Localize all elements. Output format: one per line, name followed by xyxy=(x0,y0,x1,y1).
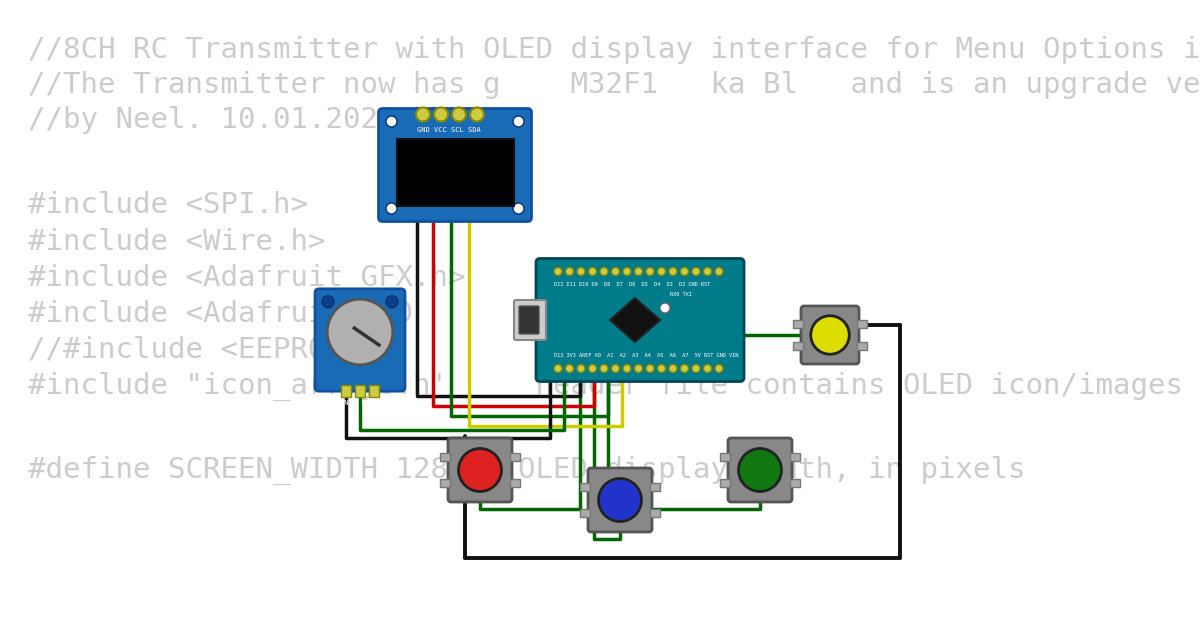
Text: GND  SIG  VCC: GND SIG VCC xyxy=(340,400,395,406)
Text: D12 D11 D10 D9  D8  D7  D6  D5  D4  D3  D2 GND RST: D12 D11 D10 D9 D8 D7 D6 D5 D4 D3 D2 GND … xyxy=(554,282,710,287)
Circle shape xyxy=(565,365,574,372)
FancyBboxPatch shape xyxy=(536,258,744,382)
Circle shape xyxy=(703,365,712,372)
Circle shape xyxy=(386,296,398,308)
Circle shape xyxy=(658,268,666,275)
Circle shape xyxy=(646,268,654,275)
Circle shape xyxy=(635,268,642,275)
Bar xyxy=(720,453,730,461)
Circle shape xyxy=(470,108,484,122)
Bar xyxy=(370,385,379,397)
Circle shape xyxy=(715,268,722,275)
Circle shape xyxy=(599,479,642,522)
Circle shape xyxy=(514,203,524,214)
Circle shape xyxy=(600,365,608,372)
Polygon shape xyxy=(610,298,660,342)
FancyBboxPatch shape xyxy=(378,108,532,222)
FancyBboxPatch shape xyxy=(588,468,652,532)
FancyBboxPatch shape xyxy=(314,289,406,391)
Circle shape xyxy=(452,108,466,122)
Circle shape xyxy=(635,365,642,372)
Circle shape xyxy=(434,108,448,122)
Text: #define SCREEN_WIDTH 128 // OLED display width, in pixels: #define SCREEN_WIDTH 128 // OLED display… xyxy=(28,455,1026,484)
Bar xyxy=(440,479,450,487)
Circle shape xyxy=(416,108,430,122)
Circle shape xyxy=(588,365,596,372)
Text: #include <Adafruit_GFX.h>: #include <Adafruit_GFX.h> xyxy=(28,263,466,292)
Bar xyxy=(580,483,590,491)
Circle shape xyxy=(811,316,850,354)
Bar xyxy=(857,343,866,350)
Bar xyxy=(355,385,365,397)
Bar xyxy=(790,479,800,487)
Circle shape xyxy=(660,303,670,313)
Circle shape xyxy=(670,365,677,372)
Circle shape xyxy=(680,268,689,275)
Bar xyxy=(341,385,352,397)
Circle shape xyxy=(738,449,781,491)
Circle shape xyxy=(612,268,619,275)
Text: #include <Adafruit_SSD: #include <Adafruit_SSD xyxy=(28,299,413,329)
Bar xyxy=(396,139,514,205)
Bar xyxy=(580,509,590,517)
FancyBboxPatch shape xyxy=(728,438,792,502)
Bar xyxy=(857,319,866,328)
Text: #include "icon_arrays.h'     header file contains OLED icon/images arrays: #include "icon_arrays.h' header file con… xyxy=(28,372,1200,401)
Circle shape xyxy=(703,268,712,275)
Circle shape xyxy=(670,268,677,275)
Circle shape xyxy=(692,365,700,372)
Circle shape xyxy=(577,268,586,275)
Circle shape xyxy=(692,268,700,275)
Circle shape xyxy=(554,365,562,372)
FancyBboxPatch shape xyxy=(514,300,546,340)
Bar xyxy=(793,343,803,350)
Circle shape xyxy=(565,268,574,275)
FancyBboxPatch shape xyxy=(520,306,539,334)
Text: GND VCC SCL SDA: GND VCC SCL SDA xyxy=(418,127,481,134)
Bar xyxy=(650,509,660,517)
FancyBboxPatch shape xyxy=(802,306,859,364)
Circle shape xyxy=(328,299,392,365)
Circle shape xyxy=(612,365,619,372)
Circle shape xyxy=(658,365,666,372)
Bar xyxy=(510,453,520,461)
Circle shape xyxy=(646,365,654,372)
Circle shape xyxy=(623,268,631,275)
Circle shape xyxy=(514,116,524,127)
Circle shape xyxy=(600,268,608,275)
Bar xyxy=(793,319,803,328)
Circle shape xyxy=(322,296,334,308)
Text: //The Transmitter now has g    M32F1   ka Bl   and is an upgrade ve: //The Transmitter now has g M32F1 ka Bl … xyxy=(28,71,1200,99)
Bar xyxy=(720,479,730,487)
Bar xyxy=(510,479,520,487)
Circle shape xyxy=(458,449,502,491)
Circle shape xyxy=(715,365,722,372)
Bar xyxy=(440,453,450,461)
Circle shape xyxy=(386,203,397,214)
Circle shape xyxy=(680,365,689,372)
Bar xyxy=(790,453,800,461)
Text: //8CH RC Transmitter with OLED display interface for Menu Options i.e Reve: //8CH RC Transmitter with OLED display i… xyxy=(28,36,1200,64)
Circle shape xyxy=(588,268,596,275)
FancyBboxPatch shape xyxy=(448,438,512,502)
Text: D13 3V3 AREF A0  A1  A2  A3  A4  A5  A6  A7  5V RST GND VIN: D13 3V3 AREF A0 A1 A2 A3 A4 A5 A6 A7 5V … xyxy=(554,353,738,358)
Circle shape xyxy=(577,365,586,372)
Text: //by Neel. 10.01.2024: //by Neel. 10.01.2024 xyxy=(28,106,396,134)
Circle shape xyxy=(623,365,631,372)
Text: //#include <EEPROM.h>: //#include <EEPROM.h> xyxy=(28,336,396,364)
Text: #include <SPI.h>: #include <SPI.h> xyxy=(28,191,308,219)
Bar xyxy=(650,483,660,491)
Text: #include <Wire.h>: #include <Wire.h> xyxy=(28,228,325,256)
Circle shape xyxy=(554,268,562,275)
Circle shape xyxy=(386,116,397,127)
Text: RX0 TX1: RX0 TX1 xyxy=(670,292,692,297)
